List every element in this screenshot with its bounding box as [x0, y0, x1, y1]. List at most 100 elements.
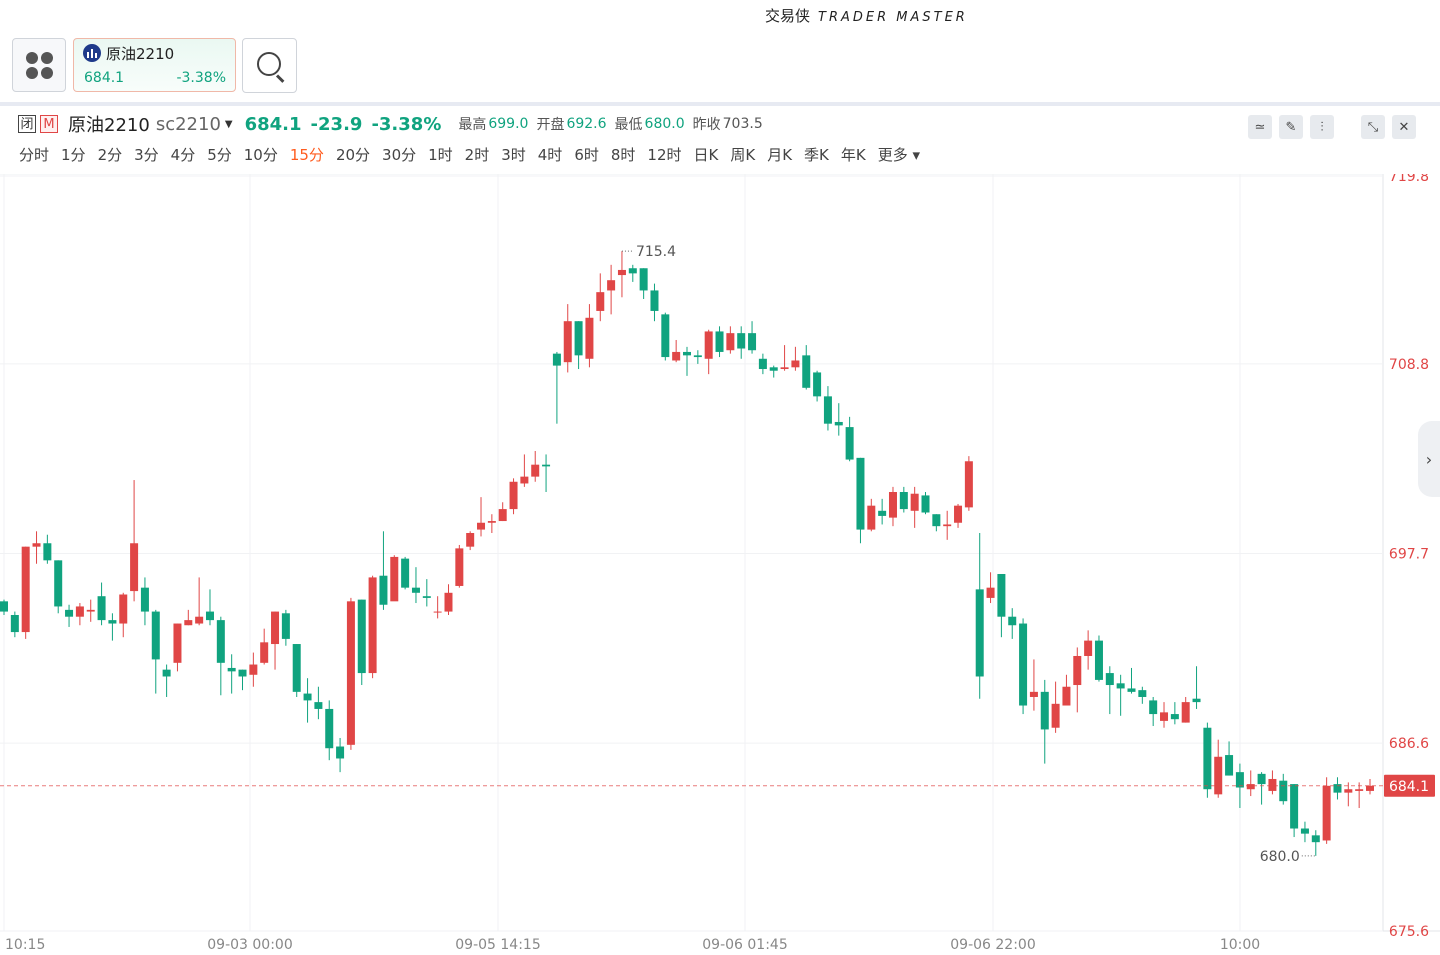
candle-body-24 [260, 642, 269, 663]
candle-body-49 [531, 464, 540, 477]
period-12[interactable]: 3时 [501, 146, 526, 164]
candle-body-118 [1279, 780, 1288, 802]
chart-type-button[interactable]: ⫶ [1310, 115, 1334, 139]
close-button[interactable]: ✕ [1392, 115, 1416, 139]
period-8[interactable]: 20分 [335, 146, 371, 164]
candle-body-67 [726, 333, 735, 351]
candle-body-44 [477, 522, 486, 530]
brand-cn: 交易侠 [765, 7, 811, 25]
candle-body-55 [596, 292, 605, 311]
candle-body-31 [336, 746, 345, 759]
candle-body-32 [346, 601, 355, 745]
candle-body-98 [1062, 686, 1071, 706]
candle-body-124 [1344, 789, 1353, 793]
candle-body-120 [1300, 828, 1309, 834]
candle-body-37 [401, 558, 410, 588]
low-value: 680.0 [644, 116, 685, 132]
candle-body-79 [856, 457, 865, 530]
side-panel-toggle[interactable]: › [1418, 421, 1440, 497]
chevron-down-icon[interactable]: ▼ [224, 118, 233, 130]
symbol-tab-change-pct: -3.38% [176, 70, 226, 86]
candle-body-116 [1257, 773, 1266, 785]
brand-logo: 交易侠 TRADER MASTER [765, 5, 968, 26]
indicator-button[interactable]: ≃ [1248, 115, 1272, 139]
candle-body-84 [910, 493, 919, 511]
candle-body-78 [845, 427, 854, 460]
candle-body-114 [1235, 772, 1244, 788]
candle-body-117 [1268, 778, 1277, 791]
period-10[interactable]: 1时 [428, 146, 453, 164]
prev-close-label: 昨收 [692, 117, 721, 133]
candlestick-icon: ⫶ [1320, 119, 1324, 135]
period-5[interactable]: 5分 [207, 146, 232, 164]
candle-body-47 [509, 481, 518, 510]
candle-body-57 [617, 269, 626, 276]
candle-body-17 [184, 620, 193, 626]
period-14[interactable]: 6时 [574, 146, 599, 164]
current-price-badge [1384, 774, 1435, 797]
prev-close-value: 703.5 [722, 116, 763, 132]
candle-body-81 [878, 510, 887, 516]
candlestick-chart[interactable]: 719.8 708.8 697.7 686.6 675.6 10:15 09-03 00:0… [0, 174, 1440, 955]
candle-body-15 [162, 669, 171, 677]
candle-body-83 [899, 492, 908, 510]
candle-body-89 [964, 461, 973, 508]
period-7[interactable]: 15分 [289, 146, 324, 164]
candle-body-76 [823, 396, 832, 424]
period-0[interactable]: 分时 [19, 146, 50, 164]
candle-body-95 [1029, 691, 1038, 697]
period-16[interactable]: 12时 [647, 146, 682, 164]
candle-body-63 [683, 351, 691, 356]
period-22[interactable]: 更多 ▾ [877, 146, 921, 164]
close-icon: ✕ [1398, 119, 1410, 135]
candle-body-33 [357, 599, 366, 674]
symbol-code-dropdown[interactable]: sc2210 [155, 113, 221, 135]
period-20[interactable]: 季K [804, 146, 829, 164]
period-21[interactable]: 年K [840, 146, 866, 164]
candle-body-26 [281, 613, 290, 639]
y-tick-label-3: 686.6 [1389, 736, 1429, 752]
period-9[interactable]: 30分 [382, 146, 417, 164]
candle-body-28 [303, 693, 312, 701]
price-change-pct: -3.38% [371, 113, 442, 135]
x-tick-label-4: 09-06 22:00 [950, 937, 1035, 953]
symbol-tab-crude-oil[interactable]: 原油2210 684.1 -3.38% [73, 38, 236, 92]
x-tick-label-2: 09-05 14:15 [455, 937, 540, 953]
candle-body-93 [1008, 616, 1017, 626]
period-2[interactable]: 2分 [97, 146, 123, 164]
candle-body-29 [314, 702, 323, 709]
candle-body-11 [119, 594, 128, 624]
period-17[interactable]: 日K [693, 146, 719, 164]
candle-body-27 [292, 644, 301, 692]
period-11[interactable]: 2时 [464, 146, 490, 164]
period-1[interactable]: 1分 [61, 146, 86, 164]
price-change: -23.9 [310, 113, 363, 135]
apps-menu-button[interactable] [12, 38, 66, 92]
candle-body-16 [173, 623, 182, 663]
candle-body-4 [43, 543, 52, 561]
market-closed-badge: 闭 [18, 115, 36, 133]
period-18[interactable]: 周K [730, 146, 756, 164]
period-3[interactable]: 3分 [134, 146, 159, 164]
candle-body-121 [1311, 835, 1320, 843]
candle-body-97 [1051, 703, 1060, 728]
period-15[interactable]: 8时 [610, 146, 636, 164]
candle-body-72 [780, 367, 789, 370]
candle-body-50 [542, 464, 551, 467]
candle-body-20 [216, 620, 225, 663]
candle-body-25 [271, 611, 280, 645]
candle-body-7 [75, 606, 84, 617]
candle-body-105 [1138, 690, 1147, 697]
candle-body-45 [487, 521, 496, 523]
period-19[interactable]: 月K [767, 146, 793, 164]
candle-body-73 [791, 360, 800, 368]
collapse-button[interactable]: ⤡ [1361, 115, 1385, 139]
search-button[interactable] [242, 38, 297, 93]
draw-button[interactable]: ✎ [1279, 115, 1303, 139]
period-6[interactable]: 10分 [243, 146, 278, 164]
candle-body-43 [466, 533, 475, 547]
high-label: 最高 [458, 117, 487, 133]
indicator-icon: ≃ [1254, 119, 1266, 135]
period-13[interactable]: 4时 [537, 146, 563, 164]
period-4[interactable]: 4分 [170, 146, 196, 164]
